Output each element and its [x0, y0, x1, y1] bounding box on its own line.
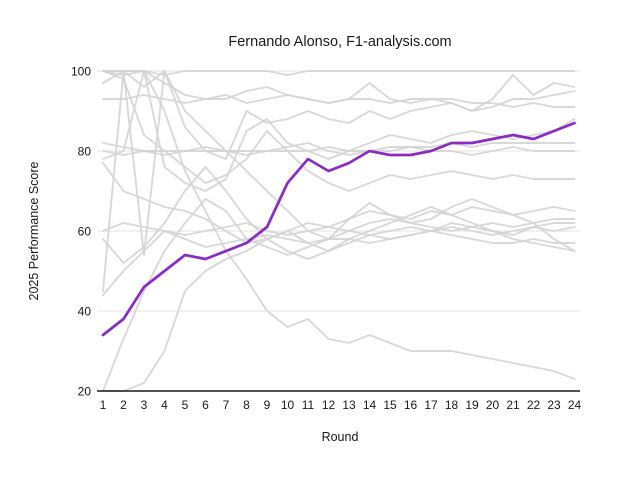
x-tick-16: 16 — [404, 398, 418, 412]
x-tick-2: 2 — [120, 398, 127, 412]
x-tick-18: 18 — [445, 398, 459, 412]
series-line-other-driver-12 — [102, 222, 576, 392]
series-line-other-driver-05 — [102, 70, 576, 192]
x-tick-22: 22 — [527, 398, 541, 412]
series-line-other-driver-11 — [102, 226, 576, 296]
x-tick-19: 19 — [465, 398, 479, 412]
series-line-other-driver-07 — [102, 142, 576, 156]
x-axis-label: Round — [322, 430, 359, 444]
series-line-other-driver-13 — [102, 198, 576, 392]
x-tick-20: 20 — [486, 398, 500, 412]
series-line-other-driver-09 — [102, 162, 576, 244]
x-tick-7: 7 — [223, 398, 230, 412]
x-tick-14: 14 — [363, 398, 377, 412]
y-tick-20: 20 — [78, 385, 92, 399]
chart-title: Fernando Alonso, F1-analysis.com — [228, 34, 451, 50]
x-tick-23: 23 — [547, 398, 561, 412]
series-line-other-driver-01 — [102, 70, 576, 76]
x-tick-3: 3 — [141, 398, 148, 412]
y-tick-80: 80 — [78, 145, 92, 159]
x-tick-12: 12 — [322, 398, 336, 412]
x-tick-4: 4 — [161, 398, 168, 412]
x-tick-5: 5 — [182, 398, 189, 412]
x-tick-8: 8 — [243, 398, 250, 412]
series-line-other-driver-04 — [102, 70, 576, 292]
x-tick-labels: 1 2 3 4 5 6 7 8 9 10 11 12 13 14 15 16 17 18 19 20 21 22 23 24 — [100, 398, 582, 412]
x-tick-11: 11 — [302, 398, 315, 412]
x-tick-9: 9 — [264, 398, 271, 412]
x-tick-1: 1 — [100, 398, 107, 412]
y-tick-labels: 20 40 60 80 100 — [71, 65, 91, 399]
series-lines-group — [101, 70, 576, 392]
x-tick-17: 17 — [424, 398, 438, 412]
series-line-other-driver-16 — [102, 166, 576, 264]
x-tick-10: 10 — [281, 398, 295, 412]
series-line-fernando-alonso — [101, 121, 576, 337]
y-tick-40: 40 — [78, 305, 92, 319]
y-axis-label: 2025 Performance Score — [27, 161, 41, 300]
x-tick-15: 15 — [383, 398, 397, 412]
series-line-other-driver-14 — [102, 70, 576, 380]
y-tick-100: 100 — [71, 65, 91, 79]
x-tick-21: 21 — [506, 398, 520, 412]
x-tick-13: 13 — [342, 398, 356, 412]
x-tick-24: 24 — [568, 398, 582, 412]
series-line-other-driver-08 — [102, 70, 576, 192]
y-tick-60: 60 — [78, 225, 92, 239]
series-line-other-driver-15 — [102, 70, 576, 244]
gridlines-group — [97, 70, 580, 312]
x-tick-6: 6 — [202, 398, 209, 412]
